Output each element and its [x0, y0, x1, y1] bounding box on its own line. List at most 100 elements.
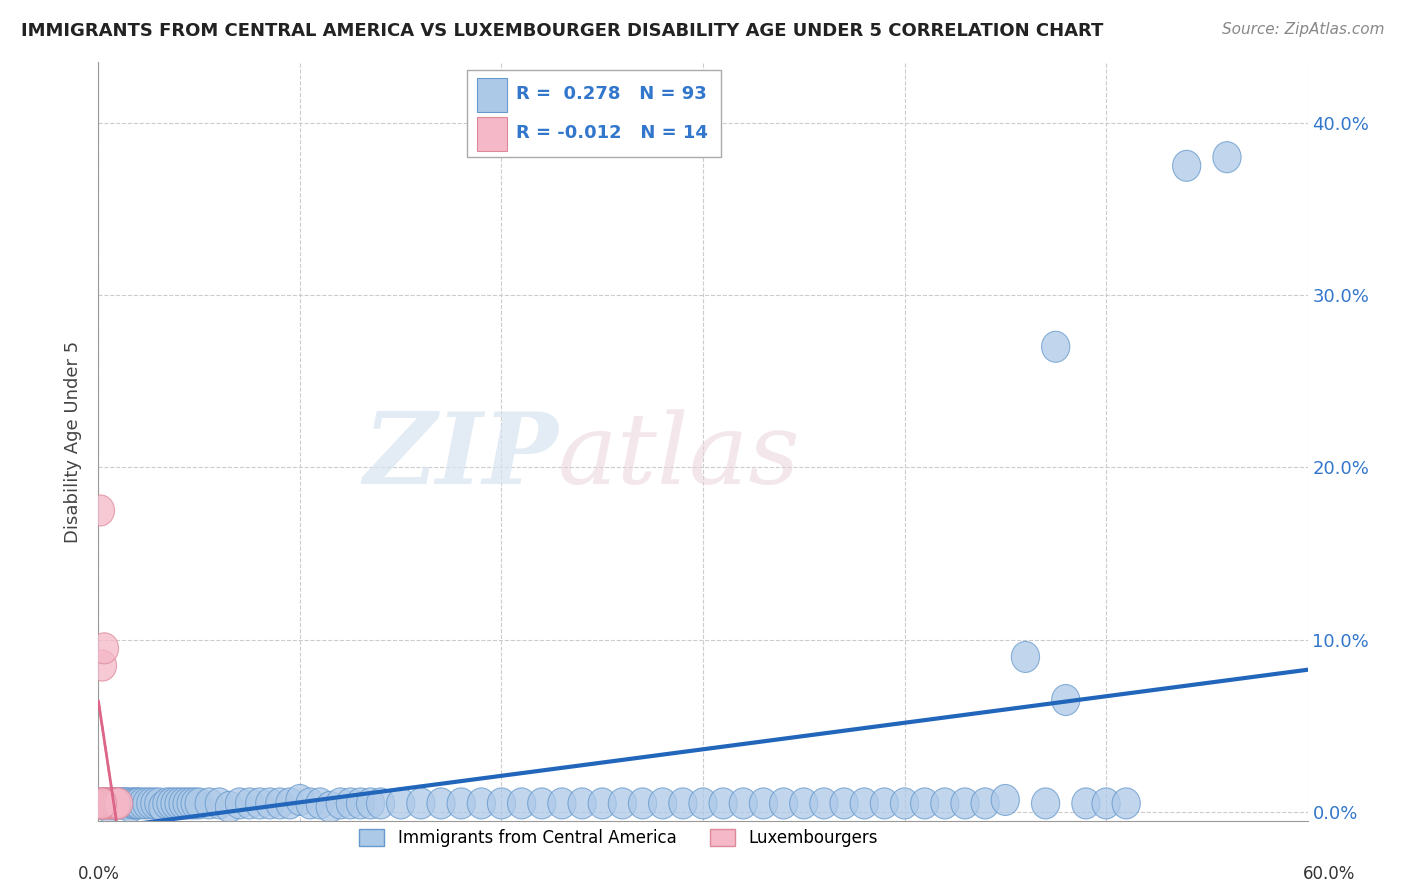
Ellipse shape — [568, 788, 596, 819]
Ellipse shape — [628, 788, 657, 819]
Ellipse shape — [810, 788, 838, 819]
Ellipse shape — [326, 788, 354, 819]
Ellipse shape — [548, 788, 576, 819]
Ellipse shape — [94, 791, 122, 822]
Ellipse shape — [132, 788, 160, 819]
Ellipse shape — [508, 788, 536, 819]
Ellipse shape — [111, 788, 139, 819]
Ellipse shape — [295, 788, 325, 819]
FancyBboxPatch shape — [477, 117, 508, 151]
Ellipse shape — [1213, 142, 1241, 173]
Text: Source: ZipAtlas.com: Source: ZipAtlas.com — [1222, 22, 1385, 37]
Ellipse shape — [195, 788, 224, 819]
Ellipse shape — [90, 788, 118, 819]
Ellipse shape — [122, 788, 150, 819]
Ellipse shape — [931, 788, 959, 819]
FancyBboxPatch shape — [477, 78, 508, 112]
Ellipse shape — [177, 788, 205, 819]
Ellipse shape — [97, 788, 125, 819]
Ellipse shape — [588, 788, 616, 819]
Ellipse shape — [173, 788, 201, 819]
Ellipse shape — [153, 788, 181, 819]
Ellipse shape — [141, 788, 169, 819]
Ellipse shape — [89, 788, 117, 819]
Ellipse shape — [276, 788, 304, 819]
Ellipse shape — [108, 788, 136, 819]
Ellipse shape — [169, 788, 197, 819]
Text: atlas: atlas — [558, 409, 800, 504]
Ellipse shape — [527, 788, 555, 819]
Text: 0.0%: 0.0% — [77, 865, 120, 883]
Ellipse shape — [98, 788, 127, 819]
Ellipse shape — [336, 788, 364, 819]
Ellipse shape — [346, 788, 374, 819]
Ellipse shape — [136, 788, 165, 819]
Y-axis label: Disability Age Under 5: Disability Age Under 5 — [65, 341, 83, 542]
Ellipse shape — [117, 791, 145, 822]
Ellipse shape — [93, 788, 121, 819]
Ellipse shape — [1011, 641, 1039, 673]
Ellipse shape — [90, 632, 118, 664]
Ellipse shape — [991, 784, 1019, 815]
Ellipse shape — [93, 788, 121, 819]
Ellipse shape — [790, 788, 818, 819]
Ellipse shape — [648, 788, 676, 819]
Ellipse shape — [972, 788, 1000, 819]
Ellipse shape — [1112, 788, 1140, 819]
Ellipse shape — [316, 791, 344, 822]
Ellipse shape — [266, 788, 294, 819]
Ellipse shape — [103, 788, 131, 819]
Ellipse shape — [246, 788, 274, 819]
Ellipse shape — [1052, 684, 1080, 715]
Ellipse shape — [1042, 331, 1070, 362]
Ellipse shape — [427, 788, 456, 819]
Ellipse shape — [100, 788, 129, 819]
Ellipse shape — [89, 788, 117, 819]
Ellipse shape — [157, 788, 186, 819]
Ellipse shape — [307, 788, 335, 819]
Ellipse shape — [367, 788, 395, 819]
Ellipse shape — [225, 788, 253, 819]
Ellipse shape — [149, 791, 177, 822]
Text: R = -0.012   N = 14: R = -0.012 N = 14 — [516, 124, 707, 142]
Ellipse shape — [104, 788, 132, 819]
Text: ZIP: ZIP — [363, 409, 558, 505]
Ellipse shape — [730, 788, 758, 819]
Ellipse shape — [1173, 151, 1201, 181]
Ellipse shape — [950, 788, 979, 819]
Ellipse shape — [1032, 788, 1060, 819]
Ellipse shape — [181, 788, 209, 819]
Ellipse shape — [1071, 788, 1099, 819]
Ellipse shape — [89, 650, 117, 681]
Ellipse shape — [160, 788, 188, 819]
Ellipse shape — [769, 788, 797, 819]
Ellipse shape — [285, 784, 314, 815]
Ellipse shape — [749, 788, 778, 819]
Ellipse shape — [205, 788, 233, 819]
Ellipse shape — [86, 495, 114, 526]
Ellipse shape — [1092, 788, 1121, 819]
Ellipse shape — [121, 788, 149, 819]
Ellipse shape — [406, 788, 434, 819]
Ellipse shape — [235, 788, 264, 819]
Ellipse shape — [89, 788, 117, 819]
Ellipse shape — [86, 788, 114, 819]
Ellipse shape — [609, 788, 637, 819]
Ellipse shape — [830, 788, 858, 819]
Ellipse shape — [689, 788, 717, 819]
Ellipse shape — [114, 788, 143, 819]
Ellipse shape — [125, 788, 153, 819]
Ellipse shape — [890, 788, 918, 819]
Ellipse shape — [103, 788, 131, 819]
Text: 60.0%: 60.0% — [1302, 865, 1355, 883]
Text: R =  0.278   N = 93: R = 0.278 N = 93 — [516, 86, 706, 103]
Text: IMMIGRANTS FROM CENTRAL AMERICA VS LUXEMBOURGER DISABILITY AGE UNDER 5 CORRELATI: IMMIGRANTS FROM CENTRAL AMERICA VS LUXEM… — [21, 22, 1104, 40]
Ellipse shape — [467, 788, 495, 819]
Ellipse shape — [104, 788, 132, 819]
Ellipse shape — [129, 788, 157, 819]
FancyBboxPatch shape — [467, 70, 721, 157]
Ellipse shape — [870, 788, 898, 819]
Ellipse shape — [94, 788, 122, 819]
Legend: Immigrants from Central America, Luxembourgers: Immigrants from Central America, Luxembo… — [353, 822, 884, 854]
Ellipse shape — [107, 788, 135, 819]
